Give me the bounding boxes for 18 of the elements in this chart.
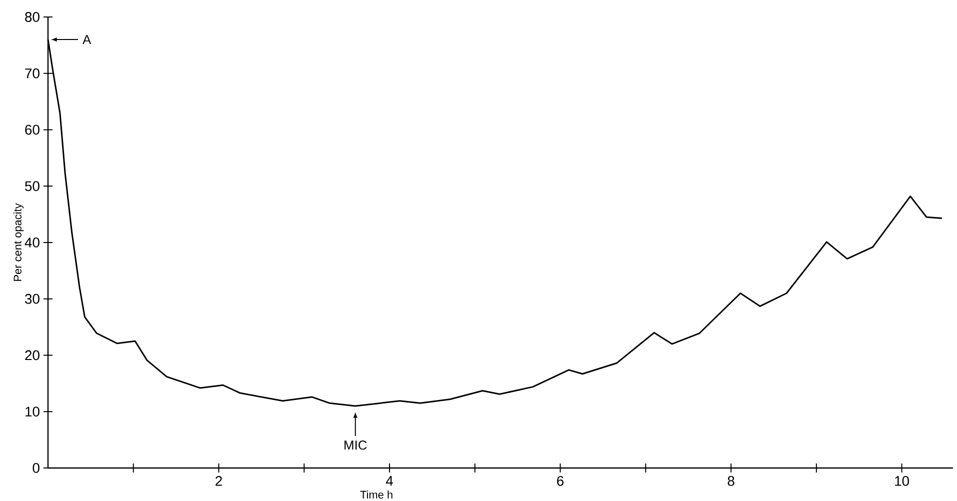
x-tick-label: 2 (216, 476, 222, 486)
y-tick-label: 0 (32, 463, 40, 473)
x-tick-label: 4 (386, 476, 393, 486)
annotation: A (82, 35, 92, 44)
y-axis-title: Per cent opacity (13, 203, 24, 281)
y-tick-label: 10 (26, 406, 40, 417)
y-tick-label: 60 (25, 124, 40, 135)
y-tick-label: 40 (24, 238, 40, 248)
y-tick-label: 70 (25, 68, 40, 78)
x-tick-label: 8 (728, 476, 734, 486)
y-tick-label: 50 (25, 181, 40, 192)
x-axis-title: Time h (360, 490, 392, 499)
y-tick-label: 20 (25, 350, 40, 360)
y-tick-label: 80 (25, 12, 40, 22)
x-tick-label: 10 (895, 476, 909, 486)
annotation: MIC (344, 440, 367, 450)
y-tick-label: 30 (25, 294, 40, 304)
x-tick-label: 6 (557, 476, 564, 486)
